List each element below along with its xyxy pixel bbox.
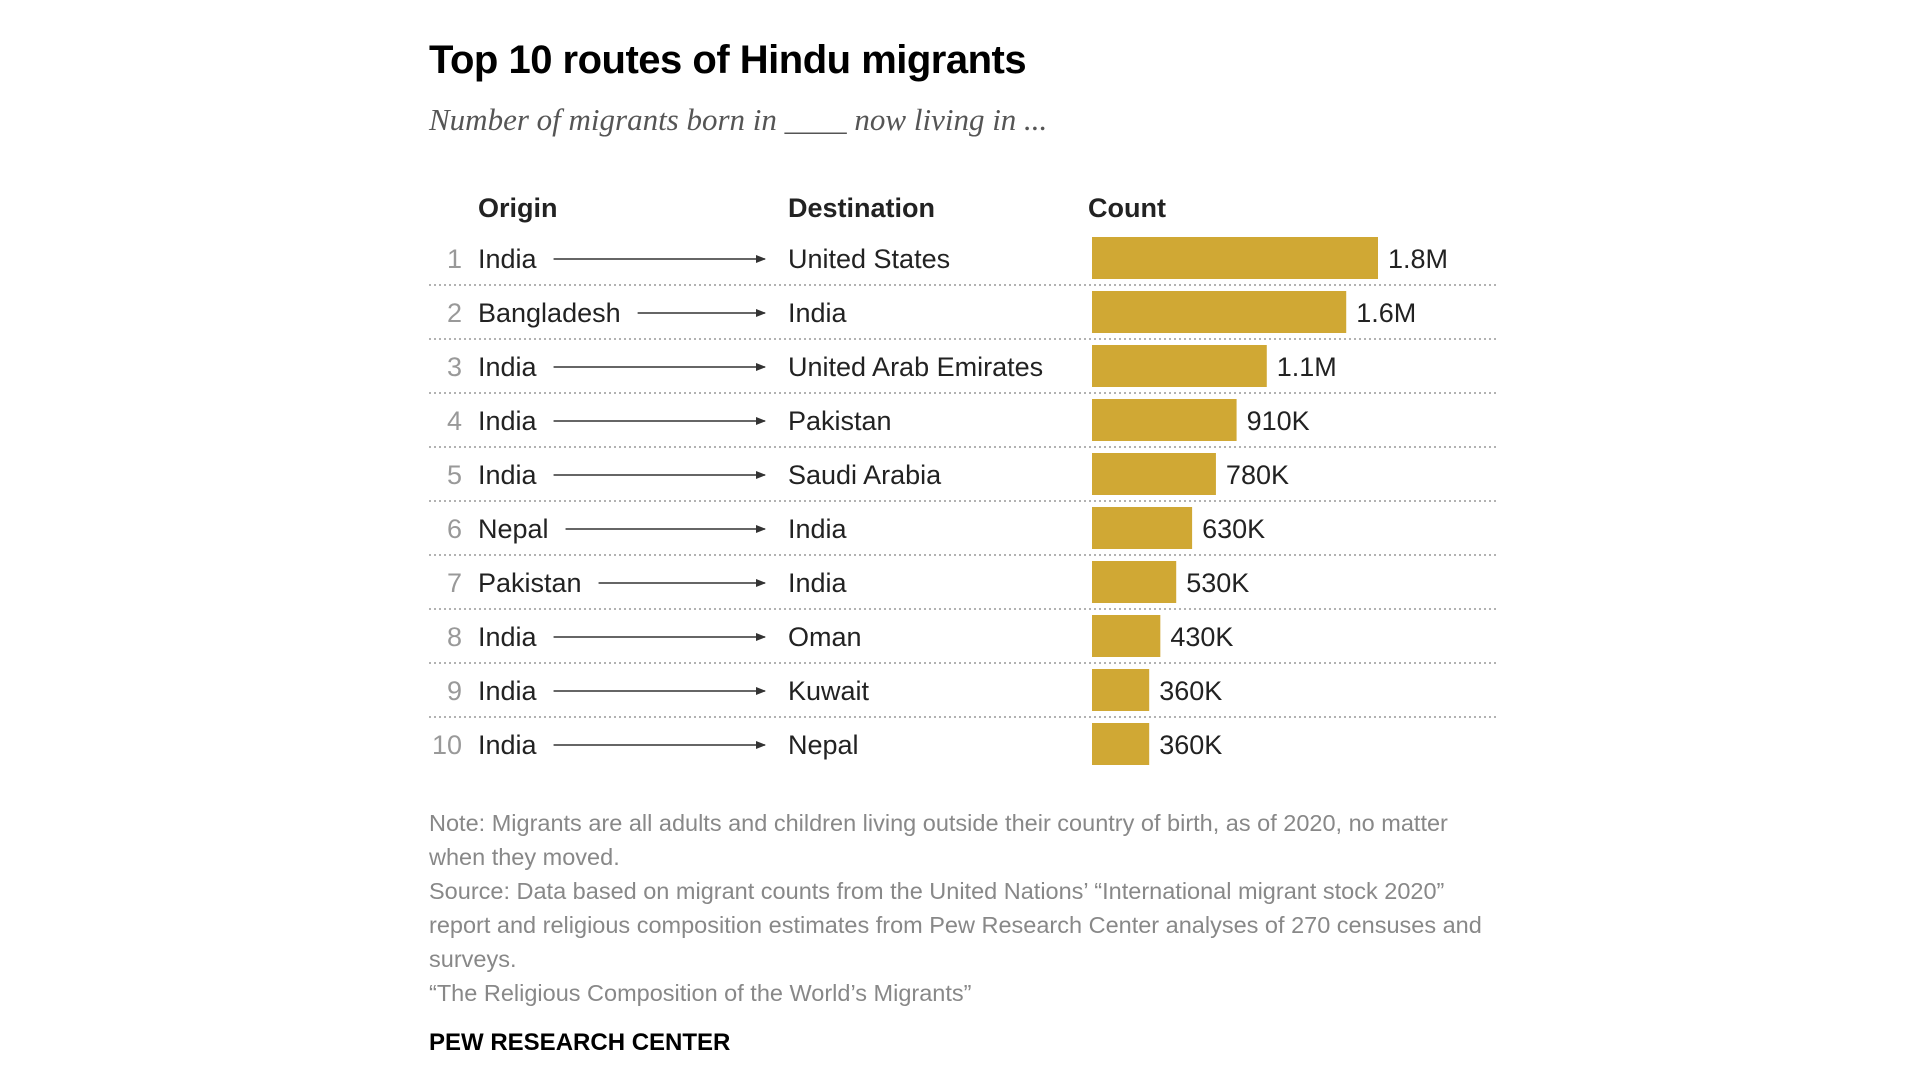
rank-label: 4 xyxy=(447,406,462,436)
rank-label: 9 xyxy=(447,676,462,706)
destination-label: Oman xyxy=(788,622,862,652)
chart-plot: 1 India United States 1.8M 2 Bangladesh India 1… xyxy=(429,237,1496,765)
origin-label: Nepal xyxy=(478,514,549,544)
rank-label: 5 xyxy=(447,460,462,490)
count-value-label: 1.6M xyxy=(1356,298,1416,328)
origin-label: Bangladesh xyxy=(478,298,621,328)
count-value-label: 910K xyxy=(1247,406,1310,436)
destination-label: Pakistan xyxy=(788,406,892,436)
count-bar xyxy=(1092,561,1177,603)
count-value-label: 630K xyxy=(1202,514,1265,544)
column-header-destination: Destination xyxy=(788,193,936,223)
origin-label: India xyxy=(478,244,538,274)
origin-label: India xyxy=(478,730,538,760)
origin-label: India xyxy=(478,676,538,706)
count-bar xyxy=(1092,345,1267,387)
count-value-label: 1.1M xyxy=(1277,352,1337,382)
count-bar xyxy=(1092,615,1161,657)
chart-title: Top 10 routes of Hindu migrants xyxy=(429,38,1027,82)
destination-label: India xyxy=(788,568,848,598)
rank-label: 10 xyxy=(432,730,462,760)
origin-label: India xyxy=(478,352,538,382)
origin-label: India xyxy=(478,622,538,652)
note-text: Note: Migrants are all adults and childr… xyxy=(429,810,1448,870)
count-value-label: 360K xyxy=(1159,676,1222,706)
destination-label: United Arab Emirates xyxy=(788,352,1043,382)
column-header-origin: Origin xyxy=(478,193,558,223)
rank-label: 6 xyxy=(447,514,462,544)
chart-notes: Note: Migrants are all adults and childr… xyxy=(429,806,1509,1010)
count-value-label: 360K xyxy=(1159,730,1222,760)
count-bar xyxy=(1092,669,1150,711)
destination-label: Kuwait xyxy=(788,676,870,706)
chart-subtitle: Number of migrants born in ____ now livi… xyxy=(429,102,1048,137)
origin-label: India xyxy=(478,406,538,436)
rank-label: 7 xyxy=(447,568,462,598)
rank-label: 2 xyxy=(447,298,462,328)
report-title: “The Religious Composition of the World’… xyxy=(429,980,972,1006)
origin-label: India xyxy=(478,460,538,490)
rank-label: 3 xyxy=(447,352,462,382)
count-value-label: 780K xyxy=(1226,460,1289,490)
destination-label: Saudi Arabia xyxy=(788,460,942,490)
count-value-label: 1.8M xyxy=(1388,244,1448,274)
count-value-label: 430K xyxy=(1170,622,1233,652)
destination-label: India xyxy=(788,298,848,328)
count-bar xyxy=(1092,237,1378,279)
destination-label: India xyxy=(788,514,848,544)
rank-label: 1 xyxy=(447,244,462,274)
count-value-label: 530K xyxy=(1186,568,1249,598)
count-bar xyxy=(1092,507,1193,549)
column-header-count: Count xyxy=(1088,193,1166,223)
brand-logo-text: PEW RESEARCH CENTER xyxy=(429,1029,731,1056)
destination-label: Nepal xyxy=(788,730,859,760)
source-text: Source: Data based on migrant counts fro… xyxy=(429,878,1482,972)
count-bar xyxy=(1092,453,1216,495)
count-bar xyxy=(1092,291,1347,333)
count-bar xyxy=(1092,723,1150,765)
destination-label: United States xyxy=(788,244,950,274)
origin-label: Pakistan xyxy=(478,568,582,598)
rank-label: 8 xyxy=(447,622,462,652)
count-bar xyxy=(1092,399,1237,441)
